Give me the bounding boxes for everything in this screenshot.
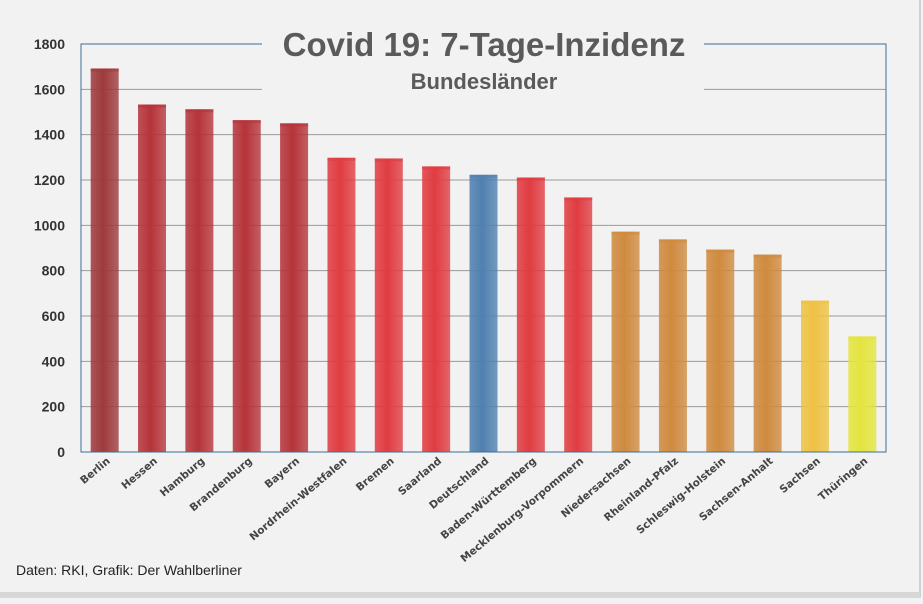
bar-th-ringen	[848, 336, 877, 452]
x-tick-label: Baden-Württemberg	[439, 455, 539, 542]
bar-cap	[516, 177, 545, 181]
bar-brandenburg	[232, 120, 261, 452]
bar-hamburg	[185, 109, 214, 452]
x-tick-label: Bayern	[263, 455, 302, 491]
x-tick-label: Sachsen	[777, 455, 822, 496]
bar-bremen	[374, 158, 403, 452]
bar-schleswig-holstein	[706, 249, 735, 452]
y-tick-label: 400	[42, 353, 66, 369]
x-tick-label: Thüringen	[816, 455, 870, 503]
bar-cap	[327, 157, 356, 161]
bar-cap	[138, 104, 167, 108]
bar-hessen	[138, 104, 167, 453]
bar-cap	[90, 68, 119, 72]
title-backdrop	[262, 28, 704, 98]
bar-saarland	[422, 166, 451, 452]
bar-cap	[185, 109, 214, 113]
bar-nordrhein-westfalen	[327, 157, 356, 452]
bar-sachsen-anhalt	[753, 254, 782, 452]
bar-bayern	[280, 123, 309, 452]
y-tick-label: 1400	[34, 127, 65, 143]
x-tick-label: Saarland	[396, 455, 444, 498]
bar-rheinland-pfalz	[658, 239, 687, 452]
chart-subtitle: Bundesländer	[411, 69, 558, 94]
y-tick-label: 200	[42, 399, 66, 415]
y-tick-label: 800	[42, 263, 66, 279]
x-tick-label: Schleswig-Holstein	[634, 455, 728, 536]
bar-cap	[469, 174, 498, 178]
bars	[90, 68, 877, 453]
x-tick-label: Berlin	[78, 455, 113, 487]
bar-mecklenburg-vorpommern	[564, 197, 593, 452]
bar-sachsen	[800, 300, 829, 452]
bar-cap	[611, 231, 640, 235]
bar-cap	[848, 336, 877, 340]
bar-berlin	[90, 68, 119, 452]
y-tick-label: 1800	[34, 36, 65, 52]
y-tick-label: 0	[57, 444, 65, 460]
bar-baden-w-rttemberg	[516, 177, 545, 453]
bar-cap	[706, 249, 735, 253]
bar-niedersachsen	[611, 231, 640, 452]
x-tick-label: Hamburg	[158, 455, 207, 499]
x-tick-label: Hessen	[119, 455, 160, 492]
chart-title: Covid 19: 7-Tage-Inzidenz	[283, 26, 686, 63]
bar-cap	[800, 300, 829, 304]
bar-cap	[232, 120, 261, 124]
y-axis-ticks: 0 200 400 600 800 1000 1200 1400 1600 1800	[34, 36, 65, 460]
bar-deutschland	[469, 174, 498, 452]
bar-cap	[753, 254, 782, 258]
x-tick-label: Bremen	[354, 455, 397, 494]
x-tick-label: Nordrhein-Westfalen	[248, 455, 350, 543]
y-tick-label: 1600	[34, 81, 65, 97]
bar-cap	[374, 158, 403, 162]
bar-cap	[422, 166, 451, 170]
source-note: Daten: RKI, Grafik: Der Wahlberliner	[16, 562, 242, 578]
y-tick-label: 1000	[34, 217, 65, 233]
bar-cap	[658, 239, 687, 243]
bar-cap	[280, 123, 309, 127]
y-tick-label: 1200	[34, 172, 65, 188]
bar-cap	[564, 197, 593, 201]
y-tick-label: 600	[42, 308, 66, 324]
